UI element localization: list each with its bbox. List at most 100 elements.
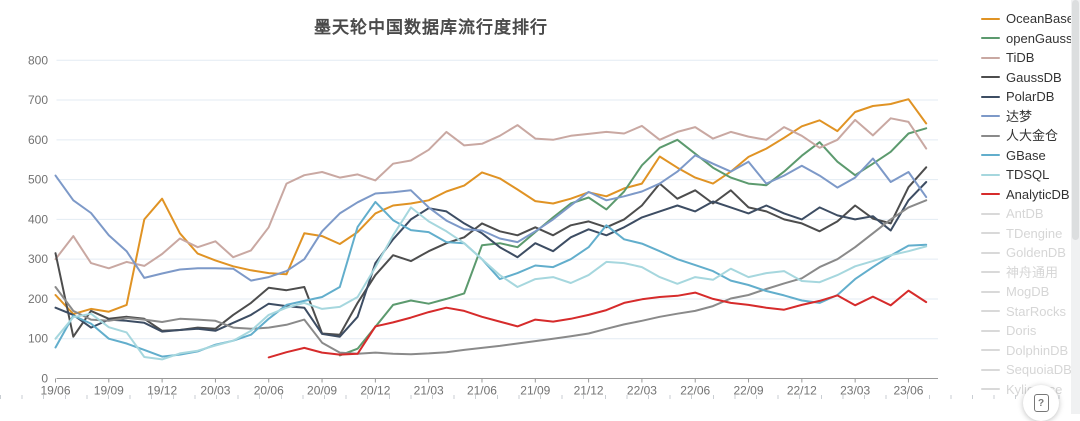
legend-label: TDengine — [1006, 225, 1063, 241]
x-axis-tick-label: 21/12 — [574, 384, 604, 398]
legend-item-Doris[interactable]: Doris — [981, 321, 1080, 341]
x-axis-tick-label: 20/03 — [200, 384, 230, 398]
legend-marker — [981, 154, 1000, 157]
legend-marker — [981, 95, 1000, 98]
legend-item-达梦[interactable]: 达梦 — [981, 107, 1080, 127]
legend-item-GoldenDB[interactable]: GoldenDB — [981, 243, 1080, 263]
x-axis-tick-label: 19/06 — [40, 384, 70, 398]
legend-marker — [981, 388, 1000, 391]
x-axis-tick-label: 22/03 — [627, 384, 657, 398]
legend-label: DolphinDB — [1006, 342, 1069, 358]
legend-marker — [981, 173, 1000, 176]
legend-item-AnalyticDB[interactable]: AnalyticDB — [981, 185, 1080, 205]
y-axis-tick-label: 300 — [28, 252, 48, 266]
legend-marker — [981, 290, 1000, 293]
legend-marker — [981, 193, 1000, 196]
x-axis-tick-label: 21/03 — [414, 384, 444, 398]
legend-item-TiDB[interactable]: TiDB — [981, 48, 1080, 68]
x-axis-tick-label: 20/09 — [307, 384, 337, 398]
legend-item-人大金仓[interactable]: 人大金仓 — [981, 126, 1080, 146]
help-button[interactable]: ? — [1023, 385, 1059, 421]
question-mark-icon: ? — [1033, 394, 1049, 412]
y-axis-tick-label: 700 — [28, 93, 48, 107]
legend-item-openGauss[interactable]: openGauss — [981, 29, 1080, 49]
legend-item-PolarDB[interactable]: PolarDB — [981, 87, 1080, 107]
series-line-GaussDB[interactable] — [54, 166, 928, 338]
legend-label: TDSQL — [1006, 167, 1050, 183]
series-line-达梦[interactable] — [54, 154, 928, 282]
y-axis-tick-label: 800 — [28, 53, 48, 67]
legend-marker — [981, 310, 1000, 313]
x-axis-tick-label: 22/12 — [787, 384, 817, 398]
legend-item-StarRocks[interactable]: StarRocks — [981, 302, 1080, 322]
legend-item-TDengine[interactable]: TDengine — [981, 224, 1080, 244]
x-axis-tick-label: 21/09 — [520, 384, 550, 398]
legend-label: AnalyticDB — [1006, 186, 1070, 202]
legend-marker — [981, 368, 1000, 371]
x-axis-tick-label: 22/06 — [680, 384, 710, 398]
legend-label: SequoiaDB — [1006, 362, 1072, 378]
legend-item-AntDB[interactable]: AntDB — [981, 204, 1080, 224]
x-axis-tick-label: 19/12 — [147, 384, 177, 398]
legend-marker — [981, 349, 1000, 352]
bottom-tick-ruler — [0, 395, 1080, 399]
legend-marker — [981, 37, 1000, 40]
legend-label: PolarDB — [1006, 89, 1055, 105]
legend-marker — [981, 329, 1000, 332]
legend-marker — [981, 56, 1000, 59]
legend-label: AntDB — [1006, 206, 1044, 222]
x-axis-tick-label: 23/03 — [840, 384, 870, 398]
y-axis-tick-label: 400 — [28, 212, 48, 226]
x-axis-tick-label: 22/09 — [734, 384, 764, 398]
legend-label: openGauss — [1006, 30, 1073, 46]
y-axis-tick-label: 500 — [28, 173, 48, 187]
legend-item-DolphinDB[interactable]: DolphinDB — [981, 341, 1080, 361]
series-line-PolarDB[interactable] — [54, 181, 928, 338]
legend-marker — [981, 115, 1000, 118]
x-axis-tick-label: 20/12 — [360, 384, 390, 398]
legend-item-OceanBase[interactable]: OceanBase — [981, 9, 1080, 29]
legend-item-MogDB[interactable]: MogDB — [981, 282, 1080, 302]
chart-title: 墨天轮中国数据库流行度排行 — [314, 18, 548, 37]
legend-item-神舟通用[interactable]: 神舟通用 — [981, 263, 1080, 283]
legend-item-GaussDB[interactable]: GaussDB — [981, 68, 1080, 88]
legend-label: StarRocks — [1006, 303, 1066, 319]
x-axis-tick-label: 23/06 — [893, 384, 923, 398]
series-line-OceanBase[interactable] — [54, 98, 928, 316]
legend-marker — [981, 212, 1000, 215]
legend-label: 人大金仓 — [1006, 128, 1059, 144]
legend-label: MogDB — [1006, 284, 1050, 300]
series-line-人大金仓[interactable] — [54, 199, 928, 356]
scrollbar-thumb[interactable] — [1072, 0, 1079, 240]
legend-label: TiDB — [1006, 50, 1035, 66]
series-line-TDSQL[interactable] — [54, 206, 928, 361]
series-line-TiDB[interactable] — [54, 117, 928, 270]
y-axis-tick-label: 600 — [28, 133, 48, 147]
y-axis-tick-label: 100 — [28, 332, 48, 346]
legend-marker — [981, 251, 1000, 254]
series-line-AnalyticDB[interactable] — [267, 289, 928, 359]
legend-label: 神舟通用 — [1006, 264, 1059, 280]
legend-marker — [981, 271, 1000, 274]
scrollbar-track[interactable] — [1071, 0, 1080, 414]
legend-marker — [981, 17, 1000, 20]
legend-label: OceanBase — [1006, 11, 1074, 27]
legend-label: GoldenDB — [1006, 245, 1066, 261]
legend-marker — [981, 76, 1000, 79]
legend-item-SequoiaDB[interactable]: SequoiaDB — [981, 360, 1080, 380]
legend-label: GaussDB — [1006, 69, 1062, 85]
legend-marker — [981, 134, 1000, 137]
legend-label: GBase — [1006, 147, 1046, 163]
x-axis-tick-label: 19/09 — [94, 384, 124, 398]
legend-label: Doris — [1006, 323, 1037, 339]
legend: OceanBase openGauss TiDB GaussDB PolarDB 达梦人大… — [981, 9, 1080, 409]
series-line-openGauss[interactable] — [338, 127, 928, 357]
legend-marker — [981, 232, 1000, 235]
x-axis-tick-label: 20/06 — [254, 384, 284, 398]
y-axis-tick-label: 0 — [41, 372, 48, 386]
legend-item-GBase[interactable]: GBase — [981, 146, 1080, 166]
legend-label: 达梦 — [1006, 108, 1033, 124]
legend-item-TDSQL[interactable]: TDSQL — [981, 165, 1080, 185]
x-axis-tick-label: 21/06 — [467, 384, 497, 398]
